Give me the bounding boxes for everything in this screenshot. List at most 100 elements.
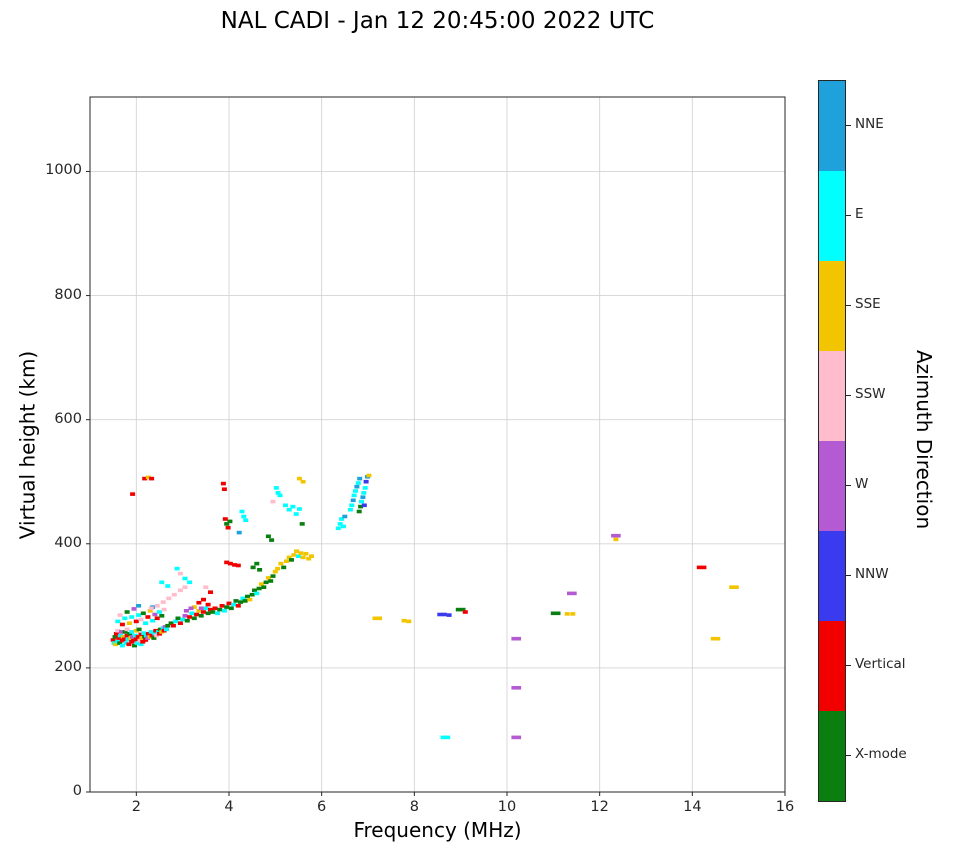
colorbar-segment-w <box>819 441 845 531</box>
colorbar-tick <box>846 665 851 666</box>
y-tick-label: 200 <box>54 658 82 675</box>
data-point <box>270 499 276 504</box>
data-point <box>152 612 158 617</box>
data-point <box>228 606 234 611</box>
data-point <box>366 473 372 478</box>
data-point <box>335 526 341 531</box>
data-point <box>161 607 167 612</box>
data-point <box>131 638 137 643</box>
data-point <box>180 617 186 622</box>
data-point <box>203 585 209 589</box>
colorbar-segment-nnw <box>819 531 845 621</box>
data-point <box>516 735 522 740</box>
data-point <box>214 611 220 616</box>
data-point <box>278 561 284 566</box>
x-tick-label: 6 <box>317 799 327 815</box>
y-tick-label: 0 <box>72 783 82 799</box>
data-point <box>205 611 211 616</box>
data-point <box>164 627 169 632</box>
data-point <box>154 633 160 638</box>
data-point <box>238 600 244 604</box>
data-point <box>121 637 127 642</box>
data-point <box>140 640 146 644</box>
data-point <box>283 503 288 508</box>
colorbar-tick <box>846 485 851 486</box>
data-point <box>157 632 162 636</box>
colorbar-segment-nne <box>819 81 845 171</box>
data-point <box>377 616 383 621</box>
data-point <box>138 617 144 622</box>
x-tick-label: 2 <box>131 799 141 815</box>
data-point <box>268 579 274 583</box>
data-point <box>159 614 165 618</box>
data-point <box>182 614 188 618</box>
data-point <box>221 609 227 613</box>
data-point <box>174 566 180 571</box>
data-point <box>149 633 155 638</box>
data-point <box>516 686 522 690</box>
data-point <box>133 637 139 642</box>
colorbar-tick <box>846 215 851 216</box>
data-point <box>715 636 721 641</box>
colorbar-axis-label: Azimuth Direction <box>912 350 936 530</box>
data-point <box>254 561 260 566</box>
data-point <box>132 643 137 648</box>
data-point <box>233 599 239 603</box>
data-point <box>363 479 369 484</box>
data-point <box>299 522 305 526</box>
data-point <box>340 524 346 529</box>
data-point <box>232 563 238 567</box>
data-point <box>171 592 177 597</box>
data-point <box>294 549 300 553</box>
data-point <box>437 612 443 617</box>
data-point <box>257 568 263 572</box>
data-point <box>222 517 228 521</box>
data-point <box>157 627 163 632</box>
data-point <box>339 517 345 521</box>
data-point <box>306 556 312 561</box>
data-point <box>256 586 262 591</box>
data-point <box>550 611 556 616</box>
data-point <box>119 622 125 627</box>
data-point <box>227 519 233 524</box>
data-point <box>113 632 119 636</box>
data-point <box>205 602 211 607</box>
data-point <box>168 621 174 625</box>
data-point <box>115 619 121 624</box>
data-point <box>351 493 357 498</box>
data-point <box>445 735 451 740</box>
data-point <box>142 476 148 481</box>
data-point <box>162 625 168 629</box>
data-point <box>227 561 233 566</box>
data-point <box>123 641 129 645</box>
data-point <box>154 616 160 621</box>
data-point <box>275 566 281 571</box>
data-point <box>126 621 132 625</box>
data-point <box>231 602 237 607</box>
colorbar-segment-sse <box>819 261 845 351</box>
data-point <box>154 604 160 608</box>
data-point <box>613 537 619 542</box>
data-point <box>196 609 202 613</box>
colorbar-tick <box>846 125 851 126</box>
data-point <box>446 613 452 617</box>
data-point <box>269 538 275 542</box>
data-point <box>298 551 304 555</box>
data-point <box>149 476 155 481</box>
data-point <box>696 565 702 570</box>
data-point <box>258 582 264 586</box>
colorbar-category-label: SSW <box>855 386 886 402</box>
x-tick-label: 4 <box>224 799 234 815</box>
axis-ticks <box>86 170 786 796</box>
data-point <box>710 636 716 641</box>
data-point <box>224 522 230 526</box>
data-point <box>130 492 136 496</box>
data-point <box>143 638 149 642</box>
data-point <box>401 618 407 623</box>
data-point <box>511 735 517 740</box>
data-point <box>116 636 122 640</box>
data-point <box>110 638 116 642</box>
data-point <box>138 632 144 637</box>
data-point <box>117 641 123 645</box>
